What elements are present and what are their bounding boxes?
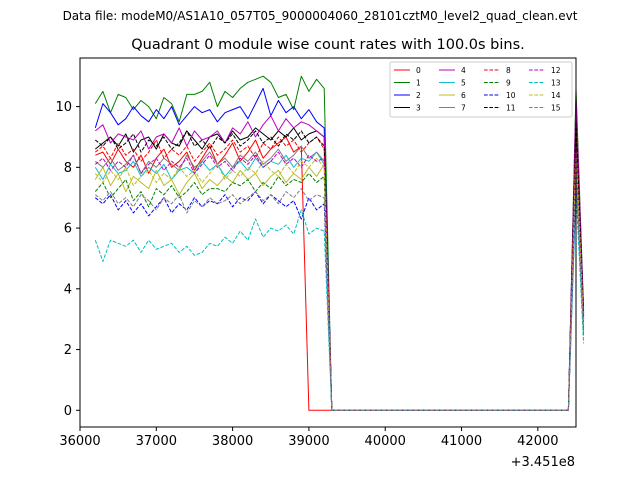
y-tick-label: 6 bbox=[64, 222, 72, 237]
series-line-1 bbox=[94, 75, 585, 411]
legend-label-7: 7 bbox=[461, 103, 466, 112]
series-line-7 bbox=[94, 136, 585, 411]
legend-label-13: 13 bbox=[551, 78, 561, 87]
legend-label-2: 2 bbox=[416, 91, 421, 100]
x-tick-label: 37000 bbox=[136, 434, 177, 449]
legend-label-4: 4 bbox=[461, 66, 466, 75]
legend-label-10: 10 bbox=[506, 91, 516, 100]
series-line-8 bbox=[94, 124, 585, 411]
x-tick-label: 39000 bbox=[288, 434, 329, 449]
series-line-2 bbox=[94, 87, 585, 411]
series-line-14 bbox=[94, 148, 585, 411]
series-line-0 bbox=[95, 133, 585, 411]
series-line-12 bbox=[94, 145, 585, 411]
series-line-9 bbox=[94, 166, 585, 411]
y-tick-label: 0 bbox=[64, 404, 72, 419]
legend-label-14: 14 bbox=[551, 91, 561, 100]
series-line-5 bbox=[94, 142, 585, 411]
legend-label-1: 1 bbox=[416, 78, 421, 87]
x-tick-label: 41000 bbox=[441, 434, 482, 449]
plot-frame bbox=[79, 57, 577, 428]
legend-label-8: 8 bbox=[506, 66, 511, 75]
legend-label-12: 12 bbox=[551, 66, 561, 75]
y-axis: 0 2 4 6 8 10 bbox=[55, 100, 80, 419]
x-offset-label: +3.451e8 bbox=[511, 455, 575, 470]
legend-label-5: 5 bbox=[461, 78, 466, 87]
legend-label-15: 15 bbox=[551, 103, 561, 112]
y-tick-label: 4 bbox=[64, 282, 72, 297]
legend-label-6: 6 bbox=[461, 91, 466, 100]
legend-label-0: 0 bbox=[416, 66, 421, 75]
legend-label-9: 9 bbox=[506, 78, 511, 87]
x-tick-label: 42000 bbox=[517, 434, 558, 449]
legend-label-3: 3 bbox=[416, 103, 421, 112]
series-line-15 bbox=[94, 172, 585, 411]
x-tick-label: 36000 bbox=[59, 434, 100, 449]
series-line-10 bbox=[94, 185, 585, 411]
x-tick-label: 38000 bbox=[212, 434, 253, 449]
legend-label-11: 11 bbox=[506, 103, 516, 112]
legend-box bbox=[389, 61, 573, 118]
chart-suptitle: Data file: modeM0/AS1A10_057T05_90000040… bbox=[63, 9, 578, 23]
x-tick-label: 40000 bbox=[365, 434, 406, 449]
series-layer bbox=[94, 75, 585, 411]
y-tick-label: 8 bbox=[64, 161, 72, 176]
series-line-6 bbox=[94, 154, 585, 411]
chart-title: Quadrant 0 module wise count rates with … bbox=[131, 37, 525, 53]
x-axis: 36000 37000 38000 39000 40000 41000 42000 bbox=[59, 427, 559, 449]
series-line-13 bbox=[94, 191, 585, 411]
y-tick-label: 10 bbox=[55, 100, 72, 115]
y-tick-label: 2 bbox=[64, 343, 72, 358]
